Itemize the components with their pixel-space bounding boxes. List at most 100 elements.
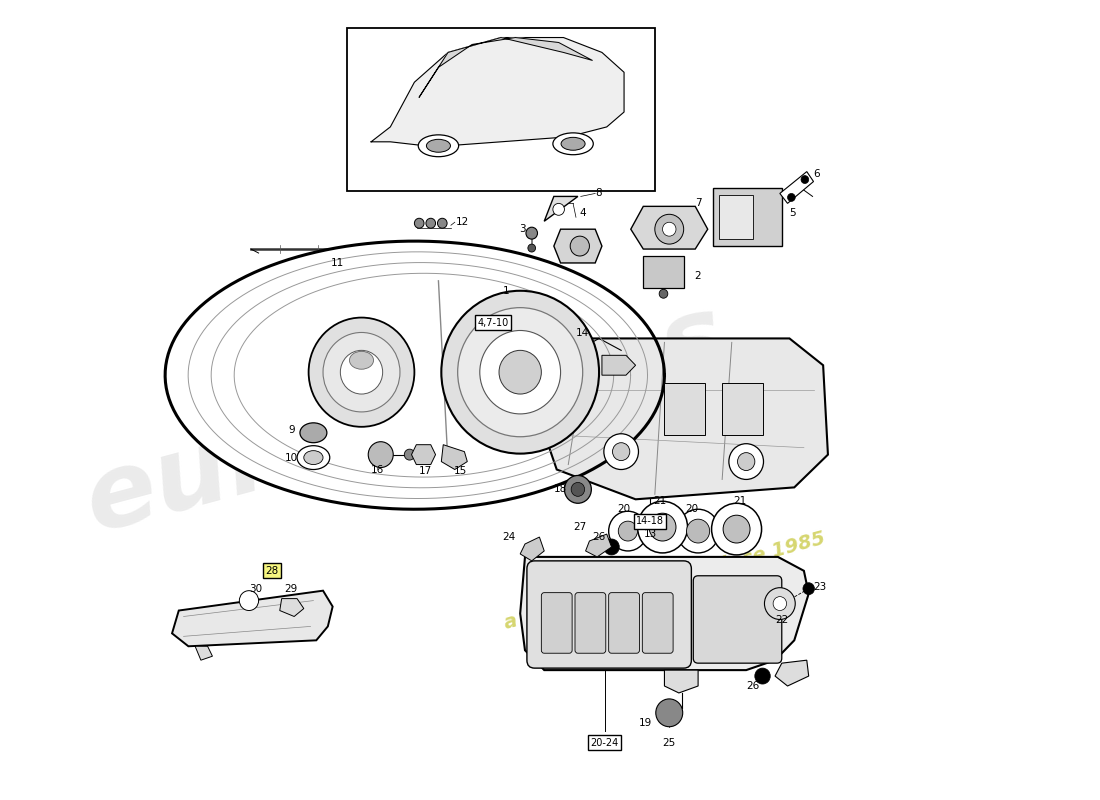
FancyBboxPatch shape [608, 593, 639, 654]
Circle shape [788, 194, 795, 202]
Polygon shape [630, 206, 707, 249]
Circle shape [604, 539, 619, 555]
FancyBboxPatch shape [527, 561, 692, 668]
Circle shape [571, 482, 584, 496]
Circle shape [405, 449, 415, 460]
Ellipse shape [304, 450, 323, 465]
Text: 18: 18 [554, 484, 568, 494]
Circle shape [686, 519, 710, 543]
FancyBboxPatch shape [575, 593, 606, 654]
Text: 1: 1 [503, 286, 509, 296]
Circle shape [526, 227, 538, 239]
Text: 22: 22 [776, 615, 789, 626]
Text: 8: 8 [596, 189, 603, 198]
Text: 21: 21 [733, 496, 746, 506]
Circle shape [613, 442, 630, 461]
Text: 13: 13 [644, 529, 657, 539]
Polygon shape [371, 38, 624, 146]
Circle shape [553, 203, 564, 215]
Circle shape [564, 475, 592, 503]
Text: 20: 20 [617, 504, 630, 514]
Circle shape [240, 590, 258, 610]
Text: 3: 3 [519, 224, 526, 234]
Text: 7: 7 [695, 198, 702, 208]
Text: 4,7-10: 4,7-10 [477, 318, 509, 327]
FancyBboxPatch shape [719, 195, 752, 239]
Polygon shape [602, 355, 636, 375]
FancyBboxPatch shape [713, 189, 782, 246]
Polygon shape [585, 534, 612, 557]
Text: 15: 15 [454, 466, 467, 477]
Polygon shape [541, 338, 828, 499]
Text: 14-18: 14-18 [636, 516, 664, 526]
Text: 6: 6 [813, 169, 820, 178]
Polygon shape [419, 38, 592, 97]
Ellipse shape [561, 138, 585, 150]
Polygon shape [195, 646, 212, 660]
Text: 23: 23 [814, 582, 827, 592]
Circle shape [659, 290, 668, 298]
Circle shape [654, 214, 684, 244]
Polygon shape [664, 670, 698, 693]
Polygon shape [441, 445, 468, 470]
Circle shape [608, 511, 647, 551]
Text: 26: 26 [593, 532, 606, 542]
Text: a passion for parts since 1985: a passion for parts since 1985 [502, 529, 827, 633]
Text: 20: 20 [685, 504, 697, 514]
Circle shape [415, 218, 424, 228]
Circle shape [764, 588, 795, 619]
Circle shape [604, 434, 638, 470]
Circle shape [499, 350, 541, 394]
Text: 14: 14 [576, 329, 590, 338]
Text: 27: 27 [573, 522, 586, 532]
Polygon shape [520, 537, 544, 561]
Ellipse shape [300, 423, 327, 442]
Ellipse shape [350, 351, 374, 370]
Text: 11: 11 [331, 258, 344, 268]
Text: 28: 28 [265, 566, 278, 576]
Polygon shape [411, 445, 436, 465]
Circle shape [368, 442, 393, 467]
Polygon shape [553, 229, 602, 263]
Circle shape [676, 510, 719, 553]
Text: 12: 12 [455, 218, 469, 227]
Circle shape [737, 453, 755, 470]
Text: 16: 16 [371, 465, 385, 474]
Ellipse shape [427, 139, 451, 152]
FancyBboxPatch shape [722, 383, 762, 434]
Text: 17: 17 [419, 466, 432, 477]
FancyBboxPatch shape [664, 383, 705, 434]
FancyBboxPatch shape [644, 256, 684, 288]
Text: 4: 4 [580, 208, 586, 218]
Circle shape [723, 515, 750, 543]
Ellipse shape [418, 135, 459, 157]
Text: 25: 25 [662, 738, 675, 748]
Circle shape [638, 502, 688, 553]
Circle shape [340, 350, 383, 394]
Circle shape [570, 236, 590, 256]
FancyBboxPatch shape [693, 576, 782, 663]
Text: 10: 10 [285, 453, 298, 462]
Polygon shape [279, 598, 304, 617]
Polygon shape [776, 660, 808, 686]
Circle shape [426, 218, 436, 228]
Text: 2: 2 [694, 271, 701, 281]
Ellipse shape [553, 133, 593, 154]
Circle shape [712, 503, 761, 555]
Polygon shape [544, 197, 578, 222]
FancyBboxPatch shape [642, 593, 673, 654]
Circle shape [801, 175, 808, 183]
Polygon shape [520, 557, 808, 670]
Ellipse shape [297, 446, 330, 470]
Circle shape [323, 333, 400, 412]
Circle shape [618, 521, 638, 541]
Text: 24: 24 [502, 532, 515, 542]
Circle shape [803, 582, 814, 594]
Text: 21: 21 [653, 496, 667, 506]
Circle shape [755, 668, 770, 684]
Circle shape [458, 308, 583, 437]
Text: 29: 29 [285, 584, 298, 594]
Circle shape [649, 514, 676, 541]
Circle shape [441, 290, 600, 454]
Polygon shape [165, 241, 664, 510]
